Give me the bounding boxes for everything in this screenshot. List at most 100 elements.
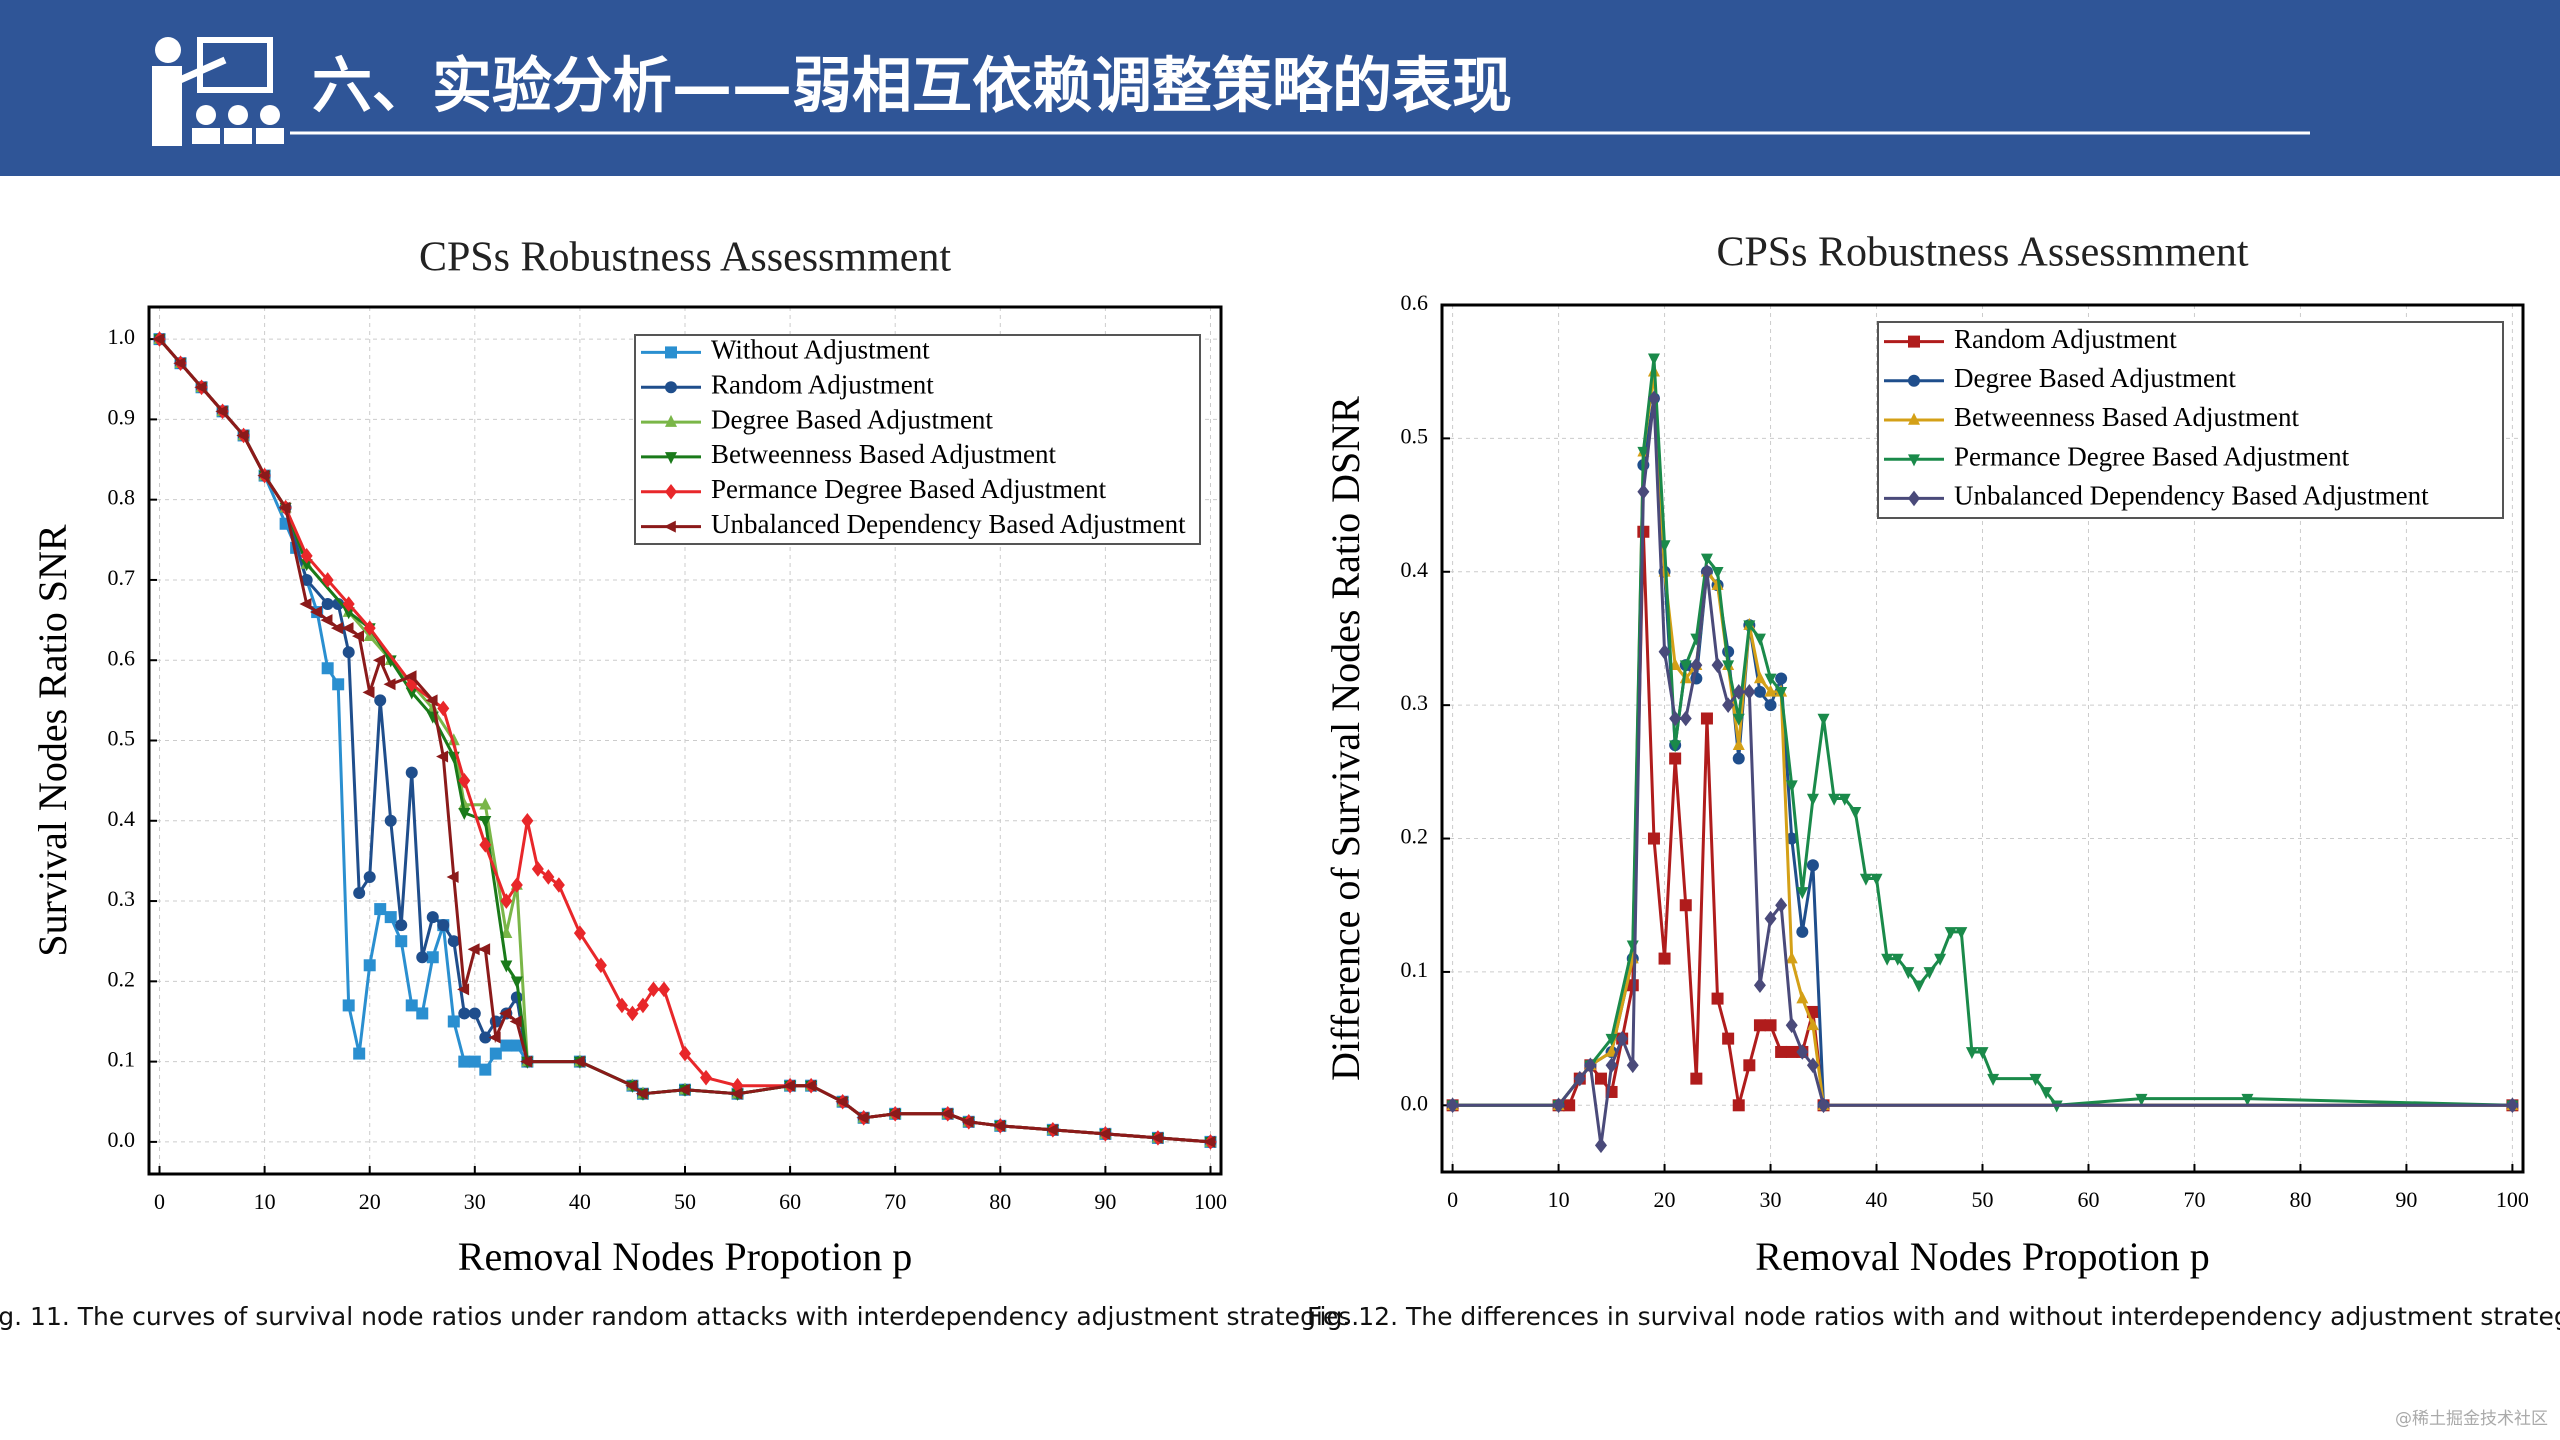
marker (635, 1087, 648, 1100)
plot-frame (147, 305, 1223, 1176)
marker (1955, 927, 1968, 940)
marker (1594, 1137, 1607, 1154)
x-tick-label: 40 (1866, 1187, 1888, 1212)
marker (351, 630, 364, 643)
marker (1732, 684, 1745, 700)
marker (1626, 1057, 1639, 1074)
marker (1764, 1019, 1777, 1032)
legend-marker (665, 414, 677, 427)
marker (510, 991, 523, 1004)
marker (636, 997, 649, 1014)
marker (499, 1007, 512, 1020)
marker (1775, 1045, 1788, 1058)
y-tick-label: 0.3 (108, 886, 136, 911)
marker (1669, 740, 1682, 753)
marker (1732, 752, 1745, 765)
marker (1785, 1017, 1798, 1034)
caption: Fig. 12. The differences in survival nod… (1307, 1302, 2560, 1331)
marker (940, 1107, 953, 1120)
x-axis-label: Removal Nodes Propotion p (458, 1234, 912, 1279)
marker (332, 678, 345, 691)
x-tick-label: 100 (2496, 1187, 2529, 1212)
marker (1732, 737, 1745, 750)
plot-frame (1440, 303, 2525, 1174)
y-tick-label: 1.0 (108, 324, 136, 349)
x-tick-label: 60 (2077, 1187, 2099, 1212)
marker (300, 573, 313, 586)
marker (1806, 1057, 1819, 1074)
marker (479, 1031, 492, 1044)
marker (1679, 660, 1692, 673)
x-tick-label: 70 (884, 1189, 906, 1214)
marker (299, 598, 312, 611)
marker (1711, 566, 1724, 579)
marker (341, 622, 354, 635)
marker (1838, 793, 1851, 806)
marker (552, 877, 565, 893)
marker (300, 559, 313, 572)
marker (1987, 1073, 2000, 1086)
marker (856, 1111, 869, 1124)
x-tick-label: 40 (569, 1189, 591, 1214)
marker (2506, 1097, 2519, 1114)
marker (404, 670, 417, 683)
legend-label: Random Adjustment (1954, 324, 2177, 354)
marker (1626, 940, 1639, 953)
y-axis-label: Difference of Survival Nodes Ratio DSNR (1323, 396, 1368, 1081)
y-tick-label: 0.7 (108, 565, 136, 590)
marker (1700, 712, 1713, 725)
marker (1711, 657, 1724, 673)
marker (1446, 1097, 1459, 1114)
marker (510, 976, 523, 989)
marker (1934, 953, 1947, 966)
marker (1647, 832, 1660, 845)
marker (321, 572, 334, 588)
legend-label: Permance Degree Based Adjustment (1954, 441, 2350, 471)
marker (1045, 1123, 1058, 1136)
marker (478, 943, 491, 956)
marker (1743, 620, 1756, 633)
marker (321, 662, 334, 675)
marker (1690, 1072, 1703, 1085)
marker (1796, 925, 1809, 938)
marker (384, 911, 397, 924)
x-tick-label: 30 (1760, 1187, 1782, 1212)
marker (1902, 967, 1915, 980)
chart-title: CPSs Robustness Assessmment (419, 235, 951, 281)
x-tick-label: 10 (254, 1189, 276, 1214)
marker (1658, 540, 1671, 553)
marker (500, 1039, 513, 1052)
x-axis-label: Removal Nodes Propotion p (1755, 1234, 2209, 1279)
marker (1785, 780, 1798, 793)
marker (1637, 483, 1650, 500)
marker (458, 807, 471, 820)
marker (447, 935, 460, 948)
marker (458, 797, 471, 810)
header-band (0, 0, 2560, 176)
marker (700, 1069, 713, 1086)
x-tick-label: 90 (2395, 1187, 2417, 1212)
y-tick-label: 0.1 (1401, 957, 1429, 982)
marker (1605, 1057, 1618, 1074)
marker (500, 960, 513, 973)
marker (2040, 1087, 2053, 1100)
marker (521, 812, 534, 829)
marker (1912, 980, 1925, 993)
marker (1150, 1131, 1163, 1144)
marker (510, 1039, 523, 1052)
legend-label: Unbalanced Dependency Based Adjustment (1954, 481, 2429, 511)
marker (1806, 793, 1819, 806)
marker (479, 837, 492, 853)
marker (1594, 1072, 1607, 1085)
marker (458, 1007, 471, 1020)
legend-marker (665, 452, 677, 465)
marker (405, 766, 418, 779)
marker (730, 1087, 743, 1100)
marker (457, 983, 470, 996)
legend-box (634, 334, 1201, 545)
marker (468, 1055, 481, 1068)
marker (1669, 710, 1682, 727)
marker (395, 935, 408, 948)
legend-marker (1908, 454, 1920, 467)
legend-label: Without Adjustment (711, 335, 930, 365)
